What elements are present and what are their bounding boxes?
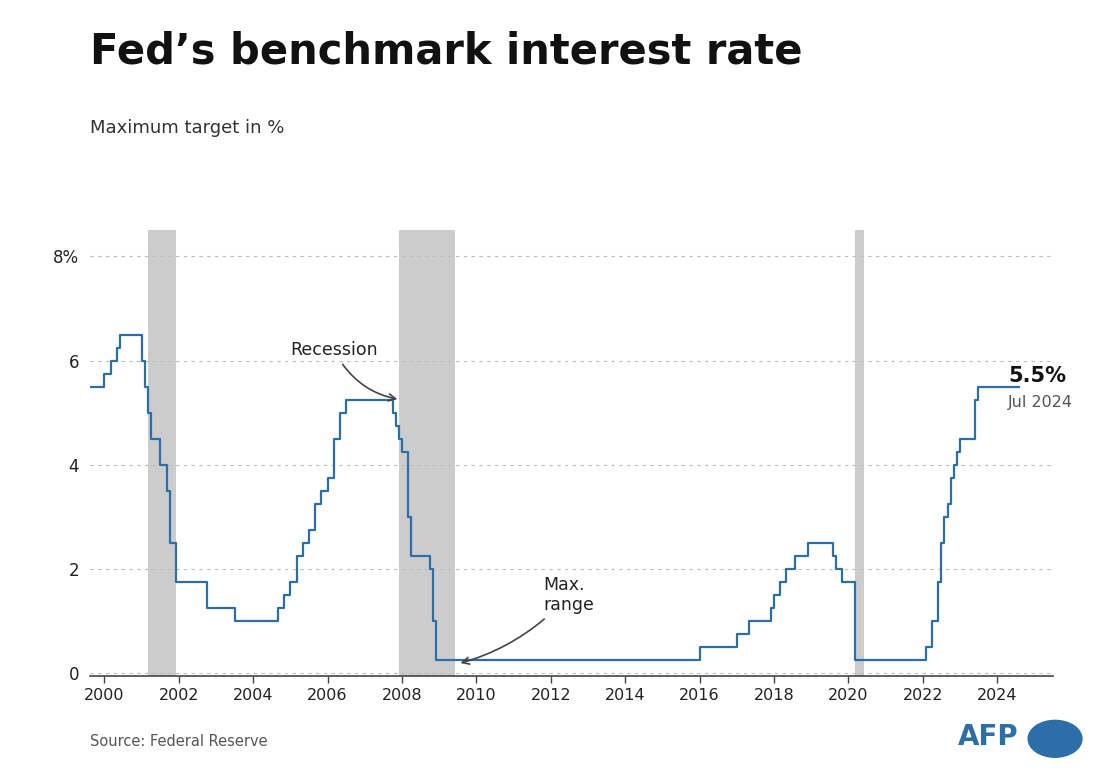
Text: Recession: Recession — [290, 341, 395, 401]
Bar — [148, 230, 176, 676]
Text: AFP: AFP — [958, 723, 1018, 751]
Bar — [399, 230, 455, 676]
Bar — [855, 230, 864, 676]
Text: Maximum target in %: Maximum target in % — [90, 119, 284, 137]
Text: Max.
range: Max. range — [463, 576, 595, 664]
Text: Fed’s benchmark interest rate: Fed’s benchmark interest rate — [90, 31, 802, 73]
Text: Source: Federal Reserve: Source: Federal Reserve — [90, 733, 268, 749]
Text: Jul 2024: Jul 2024 — [1008, 395, 1073, 410]
Text: 5.5%: 5.5% — [1008, 366, 1066, 386]
